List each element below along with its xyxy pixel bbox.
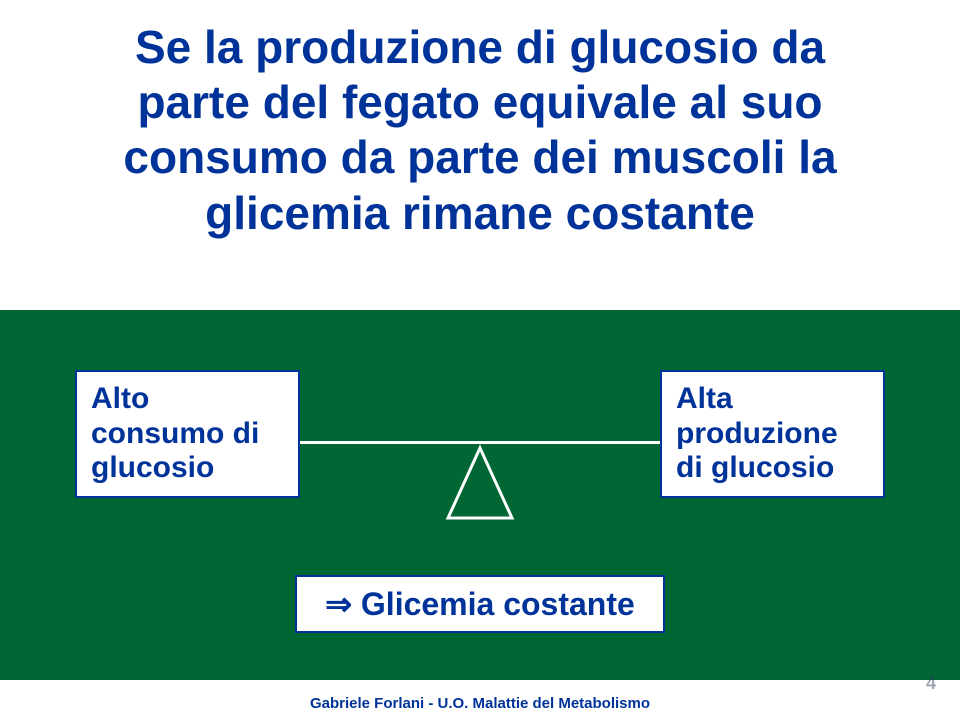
consumption-box: Alto consumo di glucosio <box>75 370 300 498</box>
result-box: ⇒ Glicemia costante <box>295 575 665 633</box>
consumption-line-3: glucosio <box>91 451 214 484</box>
production-line-3: di glucosio <box>676 451 834 484</box>
production-line-2: produzione <box>676 417 838 450</box>
slide-title: Se la produzione di glucosio da parte de… <box>40 20 920 241</box>
title-line-1: Se la produzione di glucosio da <box>135 21 825 73</box>
title-line-4: glicemia rimane costante <box>205 187 755 239</box>
page-number: 4 <box>926 673 936 694</box>
result-text: Glicemia costante <box>361 586 635 622</box>
production-line-1: Alta <box>676 382 733 415</box>
double-arrow-icon: ⇒ <box>325 586 352 622</box>
consumption-line-1: Alto <box>91 382 149 415</box>
consumption-line-2: consumo di <box>91 417 259 450</box>
slide: Se la produzione di glucosio da parte de… <box>0 0 960 720</box>
title-line-3: consumo da parte dei muscoli la <box>123 131 836 183</box>
production-box: Alta produzione di glucosio <box>660 370 885 498</box>
title-line-2: parte del fegato equivale al suo <box>137 76 822 128</box>
fulcrum-icon <box>444 444 516 522</box>
footer-text: Gabriele Forlani - U.O. Malattie del Met… <box>0 695 960 712</box>
